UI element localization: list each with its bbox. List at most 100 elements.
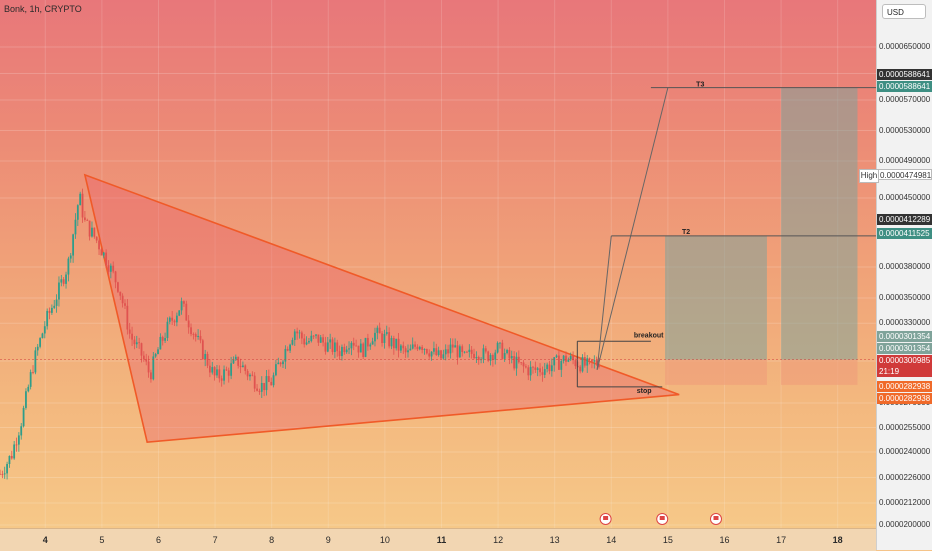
candle-body: [150, 372, 152, 380]
candle-body: [451, 344, 454, 348]
currency-button[interactable]: USD: [882, 4, 926, 19]
time-axis[interactable]: 4 5 6 7 8 9 10 11 12 13 14 15 16 17 18: [0, 528, 876, 551]
candle-body: [388, 332, 391, 347]
price-tag-t2-teal: 0.0000411525: [877, 228, 932, 239]
candle-body: [381, 333, 383, 344]
candle-body: [194, 334, 197, 337]
price-tag-t3-teal: 0.0000588641: [877, 81, 932, 92]
candle-body: [173, 320, 176, 323]
price-chart[interactable]: T3 T2 breakout stop: [0, 0, 876, 528]
candle-body: [484, 348, 487, 352]
candle-body: [230, 363, 233, 376]
candle-body: [36, 346, 39, 351]
candle-body: [242, 365, 244, 368]
price-tick-label: 0.0000330000: [879, 318, 931, 328]
price-tick-label: 0.0000212000: [879, 498, 931, 507]
candle-body: [154, 354, 157, 357]
price-tick-label: 0.0000380000: [879, 262, 931, 271]
candle-body: [69, 255, 72, 259]
candle-body: [359, 343, 362, 353]
candle-body: [574, 360, 577, 367]
t2-label: T2: [682, 229, 690, 236]
time-tick-label: 16: [719, 535, 730, 545]
candle-body: [562, 355, 565, 362]
symbol-label: Bonk, 1h, CRYPTO: [4, 4, 82, 14]
candle-body: [541, 372, 544, 375]
time-tick-label: 18: [832, 535, 843, 545]
candle-body: [166, 321, 169, 339]
candle-body: [74, 219, 77, 235]
candle-body: [444, 349, 447, 355]
candle-body: [520, 362, 523, 364]
candle-body: [343, 346, 346, 353]
candle-body: [501, 342, 504, 359]
candle-body: [456, 345, 459, 358]
candle-body: [218, 369, 221, 379]
candle-body: [88, 220, 91, 237]
candle-body: [20, 426, 23, 436]
candle-body: [503, 353, 506, 359]
candle-body: [367, 337, 369, 347]
candle-body: [225, 369, 228, 371]
candle-body: [270, 381, 273, 386]
candle-body: [581, 357, 584, 372]
chart-area[interactable]: T3 T2 breakout stop Bonk, 1h, CRYPTO: [0, 0, 876, 528]
candle-body: [180, 301, 183, 311]
candle-body: [517, 356, 520, 363]
candle-body: [383, 333, 386, 344]
candle-body: [117, 282, 119, 292]
candle-body: [201, 340, 204, 359]
price-tag-high: 0.0000474981: [877, 169, 932, 180]
candle-body: [251, 374, 254, 376]
candle-body: [275, 364, 277, 376]
candle-body: [10, 455, 13, 459]
candle-body: [0, 473, 1, 475]
candle-body: [277, 362, 280, 365]
candle-body: [43, 326, 46, 334]
candle-body: [435, 348, 438, 355]
price-tag-countdown: 21:19: [877, 366, 932, 377]
candle-body: [433, 348, 435, 352]
candle-body: [289, 344, 291, 351]
candle-body: [3, 473, 6, 475]
triangle-pattern: [83, 173, 680, 444]
candle-body: [374, 332, 376, 342]
candle-body: [260, 382, 263, 392]
candle-body: [423, 349, 426, 350]
candle-body: [208, 365, 211, 373]
candle-body: [539, 368, 541, 373]
flag-icon-glyph: [659, 516, 665, 520]
candle-body: [58, 282, 60, 300]
time-tick-label: 4: [42, 535, 48, 545]
candle-body: [131, 333, 133, 340]
candle-body: [529, 366, 532, 376]
candle-body: [107, 265, 110, 272]
candle-body: [454, 345, 457, 348]
candle-body: [114, 271, 117, 283]
candle-body: [95, 236, 98, 241]
candle-body: [265, 376, 268, 391]
price-tag-breakout-a: 0.0000301354: [877, 331, 932, 342]
candle-body: [567, 359, 570, 362]
candle-body: [34, 350, 37, 373]
candle-body: [371, 341, 374, 345]
candle-body: [32, 372, 34, 373]
candle-body: [553, 357, 556, 366]
t3-label: T3: [696, 82, 704, 89]
candle-body: [126, 305, 129, 330]
candle-body: [72, 234, 75, 256]
candle-body: [86, 219, 89, 221]
candle-body: [93, 227, 96, 237]
candle-body: [496, 342, 499, 353]
candle-body: [100, 249, 103, 256]
candle-body: [357, 345, 360, 353]
time-tick-label: 12: [493, 535, 504, 545]
time-tick-label: 7: [212, 535, 218, 545]
candle-body: [140, 343, 143, 356]
candle-body: [112, 265, 115, 272]
candle-body: [282, 361, 284, 365]
candle-body: [565, 355, 567, 362]
price-axis[interactable]: USD 0.00006500000.00006100000.0000570000…: [876, 0, 932, 550]
candle-body: [305, 342, 308, 345]
candle-body: [62, 279, 65, 284]
